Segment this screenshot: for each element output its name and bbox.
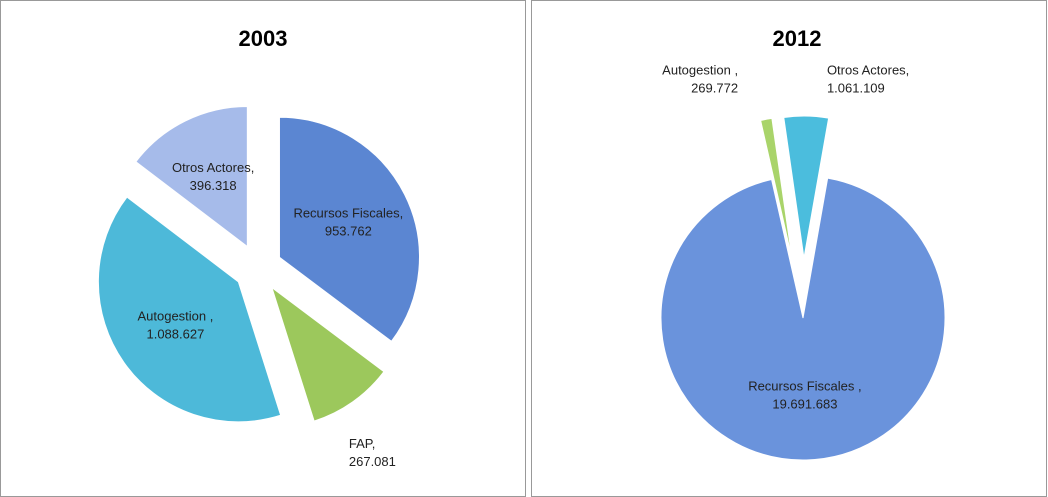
chart-title: 2003 [239,26,288,51]
pie-slice [278,116,420,343]
slice-label: Otros Actores, [172,160,254,175]
slice-label: Recursos Fiscales , [748,379,861,394]
slice-label: Autogestion , [662,62,738,77]
pie-slice [97,196,282,423]
slice-label: FAP, [349,436,376,451]
slice-value-label: 269.772 [691,80,738,95]
pie-slice [270,286,385,422]
slice-value-label: 19.691.683 [772,397,837,412]
slice-value-label: 953.762 [325,223,372,238]
slice-value-label: 1.061.109 [827,80,885,95]
pie-slice [783,115,830,259]
panel [0,0,526,497]
slice-label: Otros Actores, [827,62,909,77]
slice-value-label: 267.081 [349,454,396,469]
pie-slice [760,117,793,260]
pie-slice [135,105,248,248]
slice-label: Recursos Fiscales, [293,205,403,220]
chart-title: 2012 [773,26,822,51]
slice-value-label: 1.088.627 [146,327,204,342]
pie-slice [660,177,946,461]
slice-label: Autogestion , [137,309,213,324]
slice-value-label: 396.318 [190,178,237,193]
